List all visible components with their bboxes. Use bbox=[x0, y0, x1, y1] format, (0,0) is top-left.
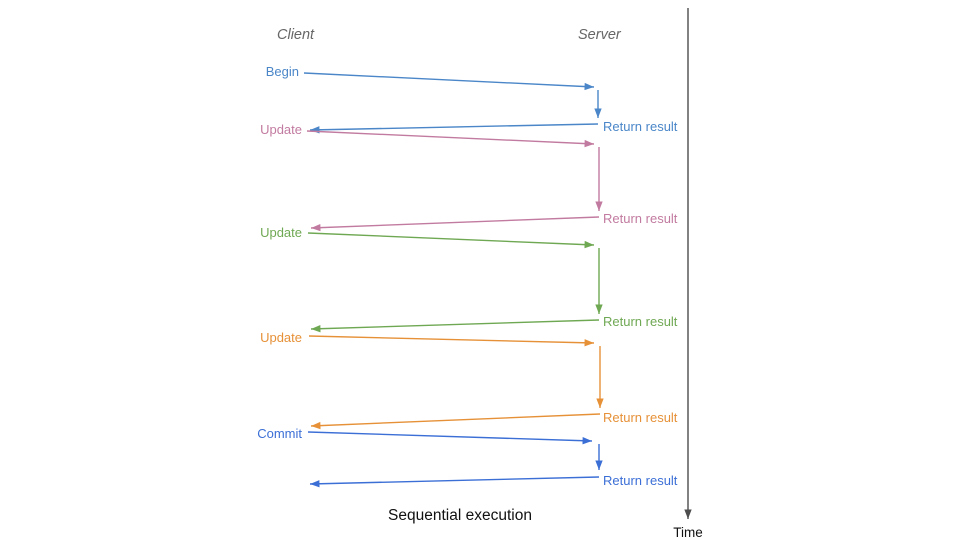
server-lane-label: Server bbox=[578, 27, 622, 43]
request-arrow bbox=[306, 130, 595, 148]
message-update-3: Update Return result bbox=[260, 330, 678, 430]
return-arrow bbox=[310, 319, 600, 333]
message-label: Update bbox=[260, 330, 302, 345]
message-update-1: Update Return result bbox=[260, 122, 678, 232]
request-arrow bbox=[307, 431, 593, 445]
return-result-label: Return result bbox=[603, 473, 678, 488]
diagram-title: Sequential execution bbox=[388, 507, 532, 524]
return-arrow bbox=[309, 476, 600, 488]
message-commit-4: Commit Return result bbox=[257, 426, 678, 488]
message-label: Commit bbox=[257, 426, 302, 441]
return-arrow bbox=[310, 413, 601, 430]
time-axis-label: Time bbox=[673, 525, 703, 540]
return-arrow bbox=[310, 216, 600, 232]
message-label: Update bbox=[260, 225, 302, 240]
return-result-label: Return result bbox=[603, 119, 678, 134]
request-arrow bbox=[303, 72, 595, 91]
return-result-label: Return result bbox=[603, 410, 678, 425]
return-result-label: Return result bbox=[603, 314, 678, 329]
return-arrow bbox=[309, 123, 599, 134]
return-result-label: Return result bbox=[603, 211, 678, 226]
client-lane-label: Client bbox=[277, 27, 315, 43]
message-begin-0: Begin Return result bbox=[266, 64, 678, 134]
message-label: Update bbox=[260, 122, 302, 137]
request-arrow bbox=[307, 232, 595, 249]
request-arrow bbox=[308, 335, 595, 347]
message-update-2: Update Return result bbox=[260, 225, 678, 333]
message-label: Begin bbox=[266, 64, 299, 79]
